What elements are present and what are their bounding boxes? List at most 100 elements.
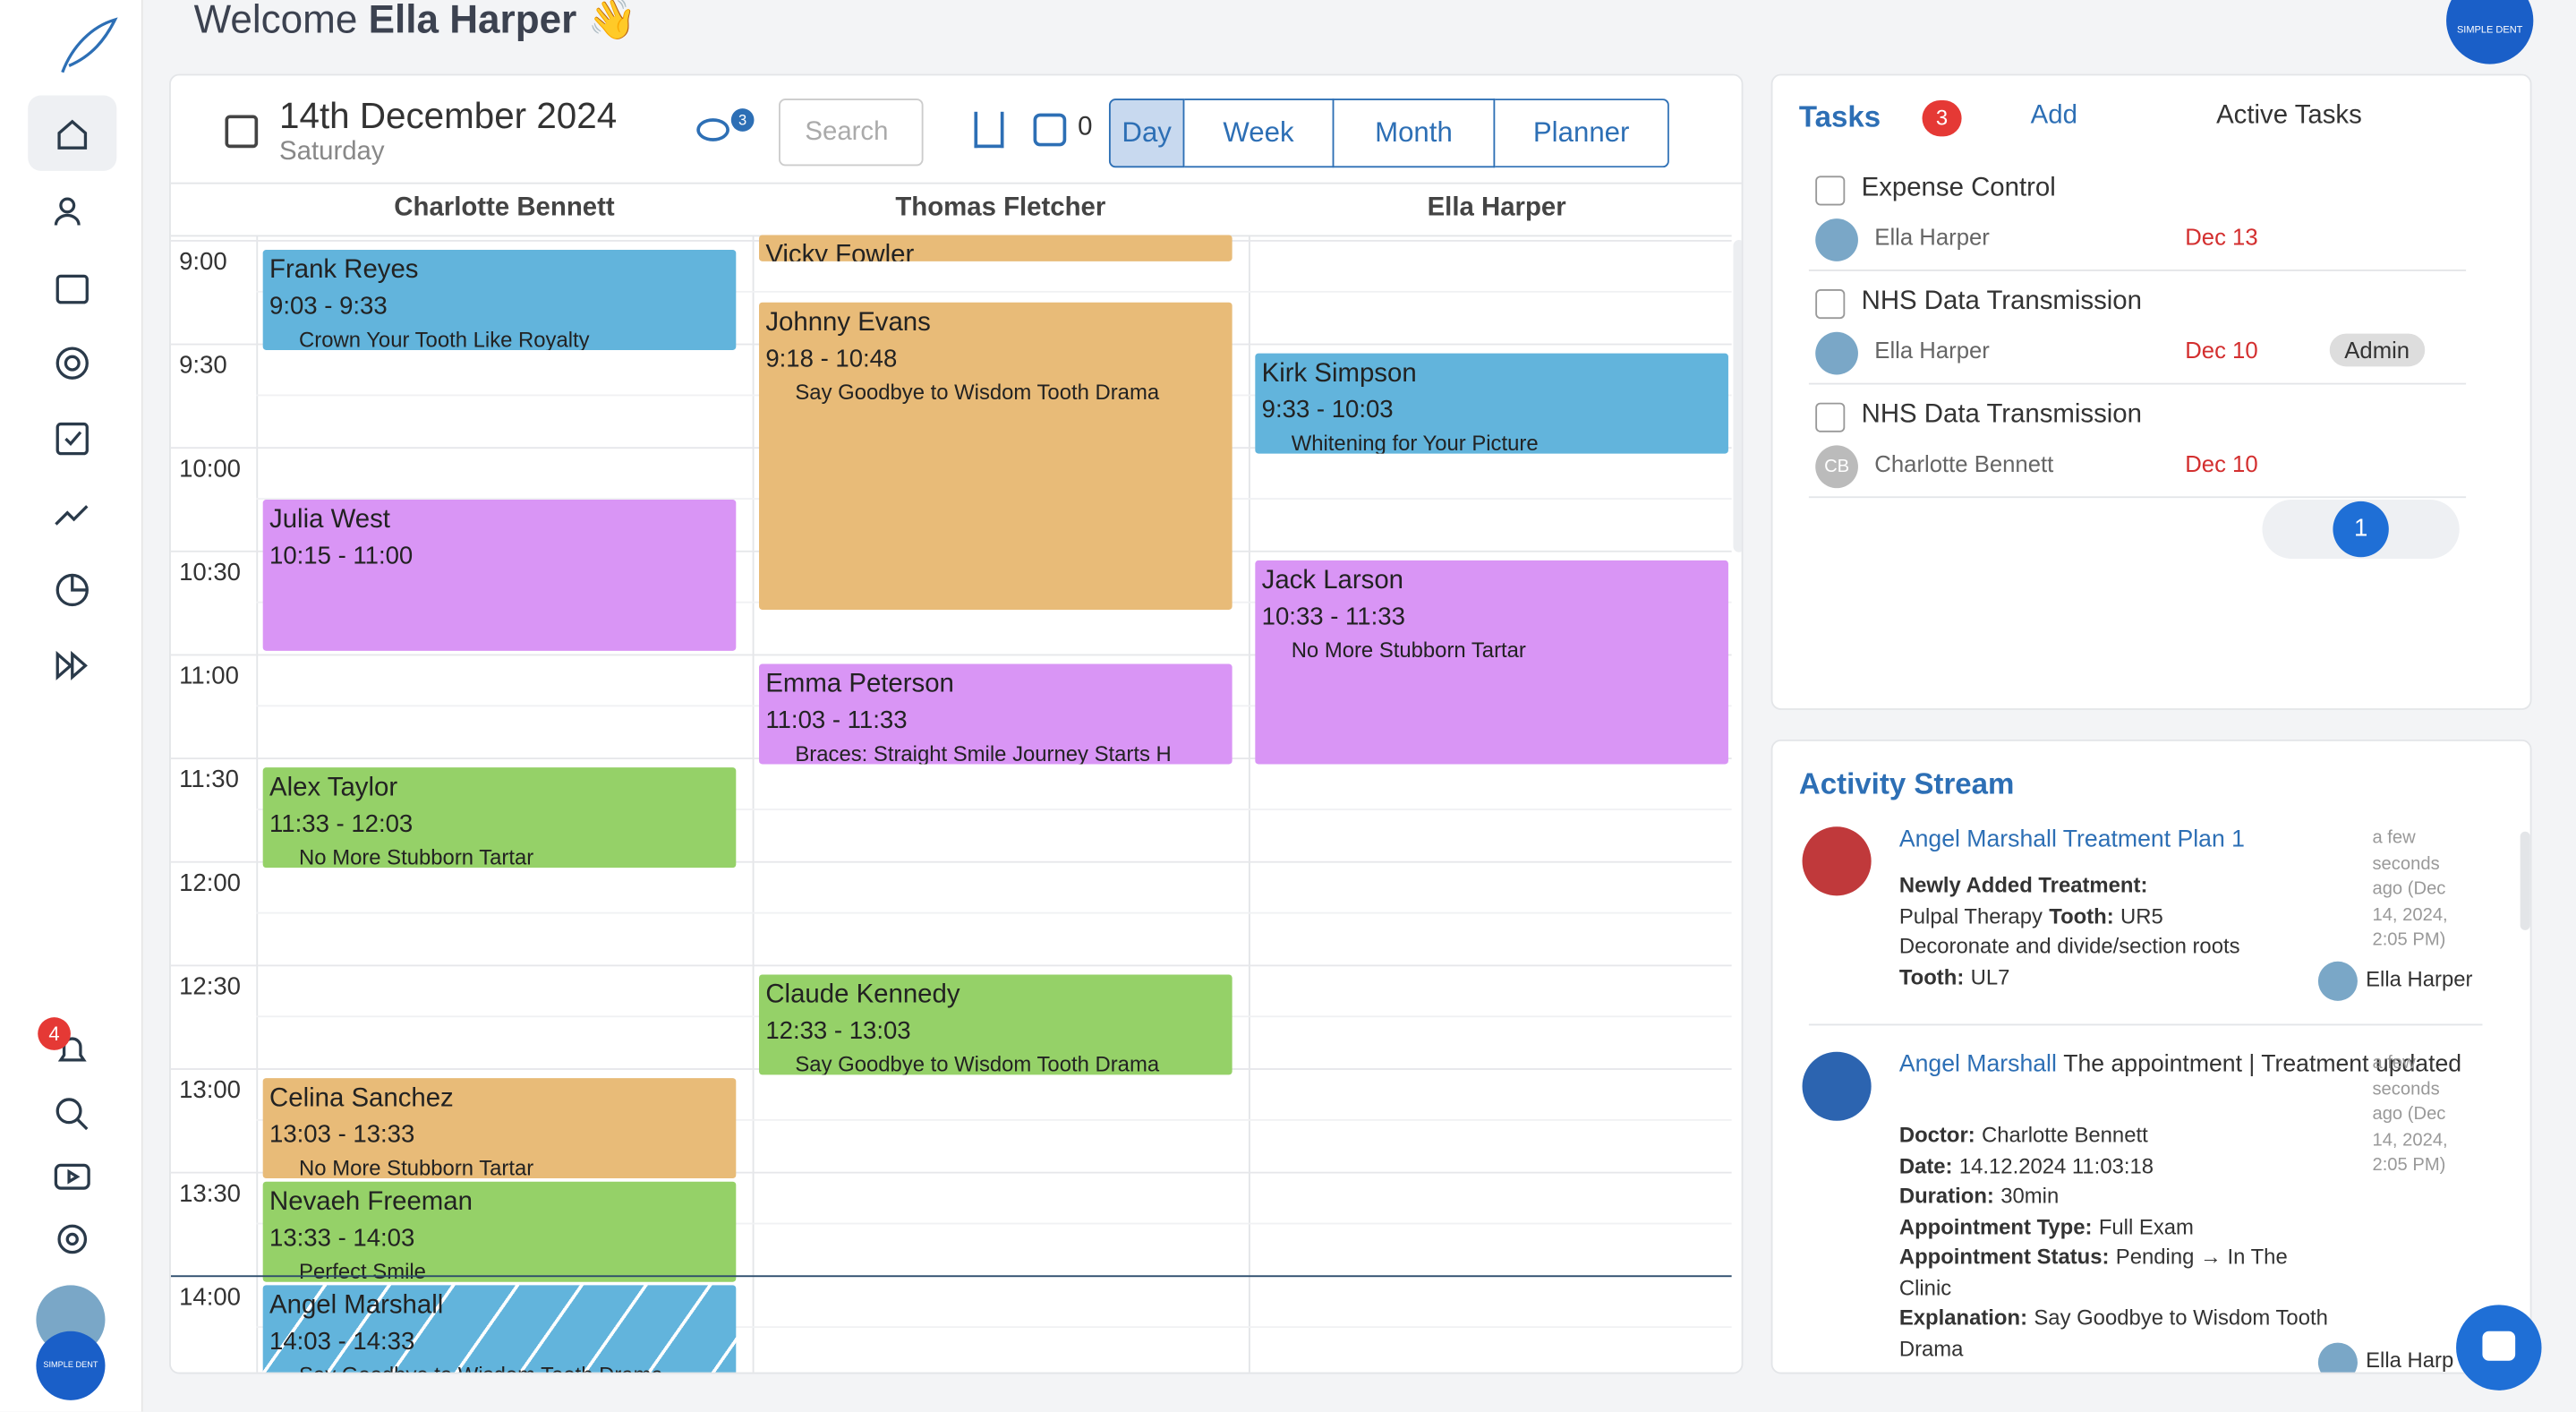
tasks-panel: Tasks 3 Add Active Tasks Expense Control Ella… bbox=[1770, 73, 2532, 710]
appointment-time: 12:33 - 13:03 bbox=[765, 1017, 911, 1046]
due-date: Dec 10 bbox=[2185, 337, 2258, 364]
home-icon[interactable] bbox=[53, 115, 92, 154]
activity-segment: Pending → In The Clinic bbox=[1898, 1244, 2288, 1299]
appointment[interactable]: Kirk Simpson 9:33 - 10:03 Whitening for Yo… bbox=[1255, 354, 1728, 455]
notification-badge: 4 bbox=[38, 1017, 71, 1050]
welcome: Welcome Ella Harper 👋 bbox=[194, 0, 637, 45]
tasks-title[interactable]: Tasks bbox=[1798, 99, 1881, 133]
patient: Nevaeh Freeman bbox=[269, 1188, 473, 1217]
user-name: Ella Harper bbox=[368, 0, 577, 43]
avatar bbox=[1815, 218, 1858, 261]
activity-title[interactable]: Activity Stream bbox=[1798, 767, 2015, 800]
appointment-time: 10:33 - 11:33 bbox=[1261, 603, 1405, 632]
task-divider bbox=[1808, 382, 2467, 385]
checkbox[interactable] bbox=[1815, 175, 1846, 206]
appointment-time: 13:03 - 13:33 bbox=[269, 1121, 415, 1150]
time-label: 14:00 bbox=[179, 1283, 241, 1312]
appointment[interactable]: Frank Reyes 9:03 - 9:33 Crown Your Tooth L… bbox=[262, 250, 737, 351]
half-line bbox=[256, 1222, 1732, 1225]
activity-user-avatar bbox=[2317, 961, 2358, 1001]
view-button[interactable]: Month bbox=[1334, 98, 1496, 168]
activity-heading: Angel Marshall The appointment | Treatmen… bbox=[1898, 1051, 2461, 1080]
brand-logo[interactable]: SIMPLE DENT bbox=[2446, 0, 2534, 64]
half-line bbox=[256, 1326, 1732, 1329]
time-label: 11:00 bbox=[179, 662, 239, 690]
page[interactable]: 1 bbox=[2333, 501, 2389, 558]
treatment: No More Stubborn Tartar bbox=[299, 844, 534, 869]
patient: Angel Marshall bbox=[269, 1292, 444, 1321]
appointment[interactable]: Vicky Fowler bbox=[759, 235, 1233, 261]
appointment[interactable]: Angel Marshall 14:03 - 14:33 Say Goodbye t… bbox=[262, 1285, 737, 1373]
activity-segment: Appointment Status: bbox=[1898, 1244, 2110, 1270]
appointment[interactable]: Alex Taylor 11:33 - 12:03 No More Stubborn… bbox=[262, 767, 737, 869]
view-button[interactable]: Planner bbox=[1495, 98, 1669, 168]
task-divider bbox=[1808, 496, 2467, 499]
pie-icon[interactable] bbox=[53, 570, 92, 610]
activity-link[interactable]: Angel Marshall bbox=[1898, 1051, 2057, 1079]
people-icon[interactable] bbox=[53, 193, 92, 232]
emoji: 👋 bbox=[587, 0, 637, 43]
visibility-toggle[interactable] bbox=[696, 118, 729, 141]
task-title: NHS Data Transmission bbox=[1861, 287, 2142, 316]
appointment[interactable]: Jack Larson 10:33 - 11:33 No More Stubborn… bbox=[1255, 561, 1728, 766]
activity-link[interactable]: Angel Marshall Treatment Plan 1 bbox=[1898, 826, 2245, 853]
settings-icon[interactable] bbox=[53, 1219, 92, 1259]
scrollbar bbox=[1733, 239, 1742, 552]
phone-icon[interactable] bbox=[1033, 113, 1067, 147]
time-label: 13:00 bbox=[179, 1076, 241, 1105]
half-line bbox=[256, 809, 1732, 810]
tasks-icon[interactable] bbox=[53, 419, 92, 458]
add-task[interactable]: Add bbox=[2030, 101, 2077, 131]
appointment-time: 11:33 - 12:03 bbox=[269, 810, 414, 839]
activity-segment: UR5 bbox=[2120, 903, 2163, 928]
task-title: Expense Control bbox=[1861, 174, 2056, 202]
appointment-time: 11:03 - 11:33 bbox=[765, 706, 908, 736]
checkbox[interactable] bbox=[1815, 289, 1846, 320]
hour-line bbox=[170, 654, 1732, 656]
video-icon[interactable] bbox=[53, 1157, 92, 1196]
activity-line: Explanation: Say Goodbye to Wisdom Tooth … bbox=[1899, 1304, 2343, 1365]
treatment: Whitening for Your Picture bbox=[1291, 431, 1539, 455]
search[interactable]: Search bbox=[779, 98, 924, 167]
column-header: Ella Harper bbox=[1427, 193, 1566, 222]
activity-divider bbox=[1808, 1023, 2483, 1026]
filter[interactable]: Active Tasks bbox=[2216, 101, 2362, 131]
support-icon[interactable] bbox=[53, 344, 92, 383]
appointment[interactable]: Claude Kennedy 12:33 - 13:03 Say Goodbye t… bbox=[759, 974, 1233, 1075]
activity-body: Newly Added Treatment: Pulpal Therapy Toot… bbox=[1899, 871, 2343, 993]
activity-scrollbar bbox=[2520, 831, 2530, 930]
appointment[interactable]: Emma Peterson 11:03 - 11:33 Braces: Straig… bbox=[759, 664, 1233, 766]
now-line bbox=[170, 1275, 1732, 1278]
avatar bbox=[1815, 331, 1858, 375]
nav-active[interactable] bbox=[28, 95, 117, 171]
calendar-icon[interactable] bbox=[53, 268, 92, 307]
hour-line bbox=[170, 1171, 1732, 1174]
checkbox[interactable] bbox=[1815, 402, 1846, 432]
treatment: Say Goodbye to Wisdom Tooth Drama bbox=[795, 1052, 1160, 1075]
clinic-logo[interactable]: SIMPLE DENT bbox=[36, 1331, 106, 1400]
activity-user-avatar bbox=[2317, 1342, 2358, 1373]
view-button[interactable]: Day bbox=[1108, 98, 1185, 168]
half-line bbox=[256, 911, 1732, 914]
activity-user: Ella Harp bbox=[2366, 1348, 2454, 1373]
patient: Celina Sanchez bbox=[269, 1084, 454, 1114]
appointment[interactable]: Johnny Evans 9:18 - 10:48 Say Goodbye to W… bbox=[759, 302, 1233, 610]
search-icon[interactable] bbox=[53, 1094, 92, 1134]
appointment[interactable]: Celina Sanchez 13:03 - 13:33 No More Stubb… bbox=[262, 1078, 737, 1179]
view-button[interactable]: Week bbox=[1184, 98, 1335, 168]
patient: Julia West bbox=[269, 505, 390, 534]
export-button[interactable] bbox=[974, 111, 1004, 149]
patient: Vicky Fowler bbox=[765, 241, 915, 261]
activity-segment: Newly Added Treatment: bbox=[1898, 872, 2148, 898]
activity-segment: Decoronate and divide/section roots bbox=[1898, 933, 2240, 959]
chat-button[interactable] bbox=[2456, 1305, 2542, 1391]
trend-icon[interactable] bbox=[53, 494, 92, 534]
appointment[interactable]: Nevaeh Freeman 13:33 - 14:03 Perfect Smile bbox=[262, 1182, 737, 1283]
missed-calls: 0 bbox=[1078, 113, 1093, 141]
date: 14th December 2024 bbox=[279, 95, 618, 137]
activity-segment: Duration: bbox=[1898, 1183, 1994, 1209]
appointment[interactable]: Julia West 10:15 - 11:00 bbox=[262, 499, 737, 651]
time-label: 10:30 bbox=[179, 559, 241, 587]
forward-icon[interactable] bbox=[53, 646, 92, 685]
treatment: No More Stubborn Tartar bbox=[1291, 638, 1526, 663]
